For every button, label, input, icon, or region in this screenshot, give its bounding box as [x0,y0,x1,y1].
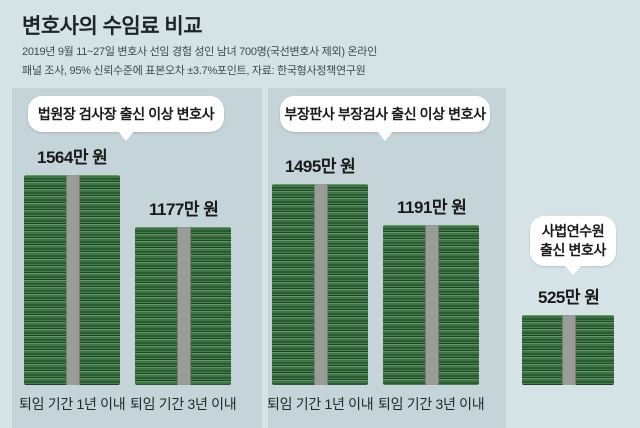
bar-value-label-4: 1191만 원 [397,198,467,217]
bar-3 [272,184,368,385]
bar-5-band [562,315,576,385]
bar-2 [135,227,231,385]
bar-1-band [66,175,80,385]
bar-4-band [425,225,439,385]
bar-value-label-1: 1564만 원 [37,148,108,167]
chart-title: 변호사의 수임료 비교 [22,15,203,38]
bar-4 [383,225,479,385]
bar-value-label-5: 525만 원 [538,288,600,307]
x-axis-label-4: 퇴임 기간 3년 이내 [378,396,485,412]
bar-1 [24,175,120,385]
bar-5 [522,315,614,385]
bar-3-band [314,184,328,385]
source-note-line-2: 패널 조사, 95% 신뢰수준에 표본오차 ±3.7%포인트, 자료: 한국형사… [22,65,366,77]
bar-value-label-3: 1495만 원 [285,157,356,176]
bar-2-band [177,227,191,385]
group-label-1: 법원장 검사장 출신 이상 변호사 [28,96,224,141]
source-note-line-1: 2019년 9월 11~27일 변호사 선임 경험 성인 남녀 700명(국선변… [22,46,377,58]
bar-value-label-2: 1177만 원 [149,200,219,219]
group-label-3-line-2: 출신 변호사 [540,242,606,258]
group-label-3: 사법연수원 출신 변호사 [530,216,616,275]
x-axis-label-1: 퇴임 기간 1년 이내 [19,396,126,412]
group-label-2: 부장판사 부장검사 출신 이상 변호사 [280,96,490,141]
group-label-3-line-1: 사법연수원 [541,223,605,239]
x-axis-label-2: 퇴임 기간 3년 이내 [130,396,237,412]
x-axis-label-3: 퇴임 기간 1년 이내 [267,396,374,412]
